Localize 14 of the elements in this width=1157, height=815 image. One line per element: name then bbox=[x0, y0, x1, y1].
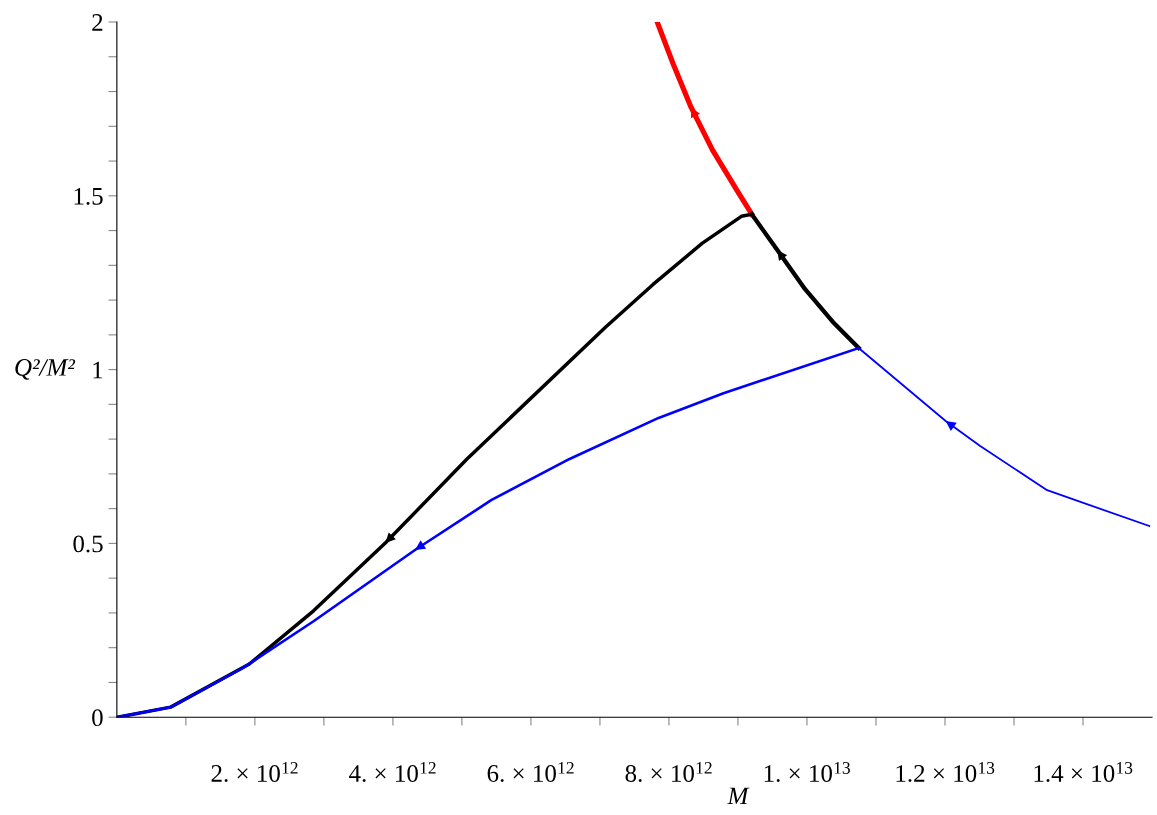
x-tick-label: 2. × 10$^{12}$ bbox=[211, 762, 298, 782]
x-tick-label: 6. × 10$^{12}$ bbox=[487, 762, 574, 782]
y-tick-label: 1 bbox=[93, 361, 103, 379]
y-tick-label: 0.5 bbox=[73, 535, 103, 553]
x-tick-label: 1.4 × 10$^{13}$ bbox=[1034, 762, 1133, 782]
y-axis-title: Q²/M² bbox=[15, 359, 76, 380]
x-tick-label: 1. × 10$^{13}$ bbox=[764, 762, 850, 782]
x-tick-label: 8. × 10$^{12}$ bbox=[625, 762, 712, 782]
x-tick-label: 4. × 10$^{12}$ bbox=[349, 762, 436, 782]
x-axis-title: M bbox=[727, 787, 750, 805]
y-tick-label: 2 bbox=[92, 14, 103, 31]
y-tick-label: 1.5 bbox=[74, 187, 103, 205]
y-tick-label: 0 bbox=[92, 709, 103, 727]
x-tick-label: 1.2 × 10$^{13}$ bbox=[896, 762, 995, 782]
